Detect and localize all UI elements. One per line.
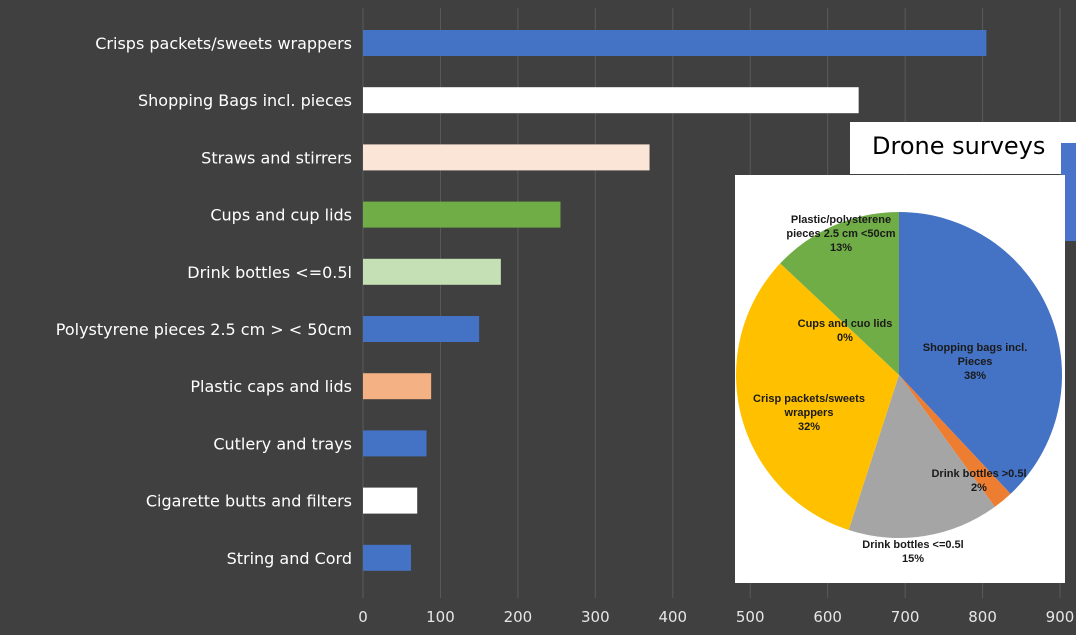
bar bbox=[363, 258, 501, 285]
bar bbox=[363, 487, 418, 514]
pie-chart-panel: Shopping bags incl. Pieces 38% Drink bottle… bbox=[735, 175, 1065, 583]
pie-slice bbox=[780, 212, 899, 375]
pie-title-box: Drone surveys bbox=[850, 122, 1076, 174]
x-tick-label: 800 bbox=[968, 608, 997, 626]
x-tick-label: 900 bbox=[1046, 608, 1075, 626]
bar bbox=[363, 544, 412, 571]
category-label: Straws and stirrers bbox=[201, 148, 352, 167]
category-label: Polystyrene pieces 2.5 cm > < 50cm bbox=[56, 320, 352, 339]
category-label: Drink bottles <=0.5l bbox=[187, 263, 352, 282]
x-tick-label: 200 bbox=[504, 608, 533, 626]
category-label: Cups and cup lids bbox=[210, 206, 352, 225]
slice-label: Drink bottles >0.5l 2% bbox=[931, 468, 1026, 494]
bar bbox=[363, 430, 427, 457]
bar bbox=[363, 201, 561, 228]
pie-chart: Shopping bags incl. Pieces 38% Drink bottle… bbox=[736, 212, 1062, 565]
category-label: Cigarette butts and filters bbox=[146, 492, 352, 511]
pie-title: Drone surveys bbox=[872, 132, 1046, 160]
slice-label: Crisp packets/sweets wrappers 32% bbox=[753, 393, 865, 433]
category-label: Crisps packets/sweets wrappers bbox=[95, 34, 352, 53]
pie-slice bbox=[848, 375, 995, 538]
category-label: String and Cord bbox=[227, 549, 352, 568]
category-label: Shopping Bags incl. pieces bbox=[138, 91, 352, 110]
bar bbox=[363, 30, 987, 56]
x-tick-label: 600 bbox=[813, 608, 842, 626]
pie-slice bbox=[736, 263, 899, 531]
x-tick-label: 100 bbox=[426, 608, 455, 626]
x-tick-label: 400 bbox=[658, 608, 687, 626]
bar bbox=[363, 316, 480, 342]
x-tick-label: 0 bbox=[358, 608, 368, 626]
x-tick-label: 700 bbox=[891, 608, 920, 626]
slice-label: Shopping bags incl. Pieces 38% bbox=[923, 342, 1028, 382]
pie-slice bbox=[899, 212, 1062, 494]
category-label: Plastic caps and lids bbox=[190, 377, 352, 396]
slice-label: Drink bottles <=0.5l 15% bbox=[862, 539, 963, 565]
bar bbox=[363, 373, 432, 400]
pie-slice bbox=[899, 375, 1011, 507]
bar bbox=[363, 87, 859, 114]
x-tick-label: 300 bbox=[581, 608, 610, 626]
slice-label: Cups and cuo lids 0% bbox=[798, 318, 893, 344]
bar bbox=[363, 144, 650, 171]
category-label: Cutlery and trays bbox=[213, 434, 352, 453]
slice-label: Plastic/polysterene pieces 2.5 cm <50cm 13… bbox=[786, 214, 895, 254]
x-tick-label: 500 bbox=[736, 608, 765, 626]
